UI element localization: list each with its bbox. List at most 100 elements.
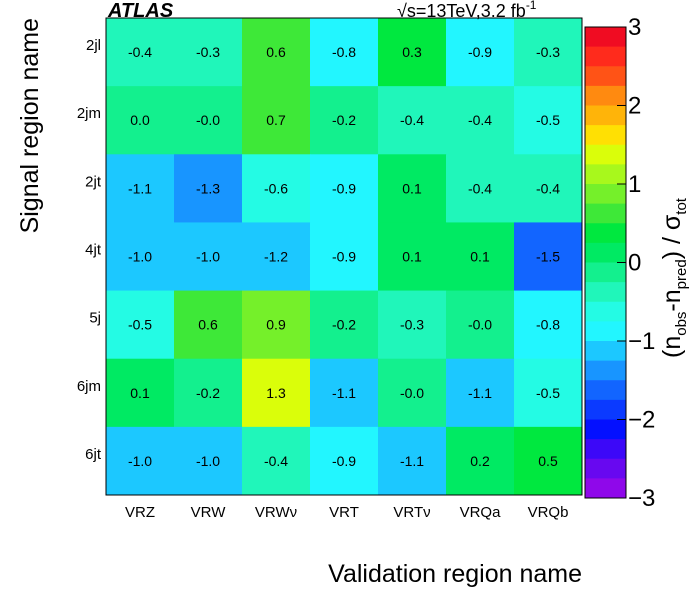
colorbar-segment	[585, 184, 626, 205]
heatmap-cell-2jm-VRWν	[242, 86, 311, 155]
heatmap-cell-4jt-VRW	[174, 222, 243, 292]
colorbar-segment	[585, 341, 626, 362]
colorbar-segment	[585, 46, 626, 67]
heatmap-cell-2jt-VRQb	[514, 154, 583, 223]
colorbar-segment	[585, 301, 626, 322]
cell-value-label: -0.4	[468, 180, 492, 196]
cell-value-label: 0.6	[198, 317, 218, 333]
cell-value-label: -0.9	[332, 453, 356, 469]
heatmap-cell-2jm-VRTν	[378, 86, 447, 155]
cell-value-label: -0.2	[332, 317, 356, 333]
cell-value-label: -0.4	[536, 180, 560, 196]
cell-value-label: -0.3	[196, 44, 220, 60]
x-tick-labels: VRZ VRW VRWν VRT VRTν VRQa VRQb	[125, 504, 568, 521]
heatmap-cell-5j-VRQa	[446, 290, 515, 360]
cell-value-label: 0.6	[266, 44, 286, 60]
x-axis-title: Validation region name	[328, 560, 582, 588]
cell-value-label: 0.1	[130, 385, 150, 401]
heatmap-cell-4jt-VRQa	[446, 222, 515, 292]
cell-value-label: -0.6	[264, 180, 288, 196]
colorbar-segment	[585, 380, 626, 401]
colorbar-tick-label: 0	[628, 250, 641, 277]
heatmap-cell-2jm-VRT	[310, 86, 379, 155]
heatmap-cell-6jm-VRWν	[242, 358, 311, 428]
cell-value-label: -0.5	[536, 112, 560, 128]
colorbar-segment	[585, 164, 626, 185]
cell-value-label: 0.9	[266, 317, 286, 333]
heatmap-cell-6jt-VRTν	[378, 426, 447, 496]
cell-value-label: 0.1	[402, 249, 422, 265]
heatmap-cell-2jm-VRW	[174, 86, 243, 155]
heatmap-cell-2jt-VRW	[174, 154, 243, 223]
colorbar-tick-label: −1	[628, 328, 655, 355]
heatmap-cell-2jt-VRTν	[378, 154, 447, 223]
heatmap-cell-2jl-VRWν	[242, 18, 311, 87]
y-tick-label: 5j	[89, 310, 101, 327]
colorbar-segment	[585, 125, 626, 146]
heatmap-cell-6jm-VRTν	[378, 358, 447, 428]
cell-value-label: -0.4	[264, 453, 288, 469]
heatmap-cell-6jt-VRZ	[106, 426, 175, 496]
cell-value-label: 0.2	[470, 453, 490, 469]
heatmap-cell-6jm-VRW	[174, 358, 243, 428]
colorbar-segment	[585, 360, 626, 381]
colorbar-segment	[585, 419, 626, 440]
cell-value-label: -1.1	[468, 385, 492, 401]
heatmap-cell-2jt-VRWν	[242, 154, 311, 223]
cell-value-label: -1.0	[128, 249, 152, 265]
colorbar-segment	[585, 399, 626, 420]
x-tick-label: VRTν	[393, 504, 430, 521]
cell-value-label: -0.8	[536, 317, 560, 333]
cell-value-label: -0.9	[468, 44, 492, 60]
heatmap-cell-6jt-VRQb	[514, 426, 583, 496]
cell-value-label: -0.3	[400, 317, 424, 333]
heatmap-cell-6jt-VRW	[174, 426, 243, 496]
cell-value-label: -0.4	[400, 112, 424, 128]
heatmap-cell-2jt-VRQa	[446, 154, 515, 223]
x-tick-label: VRW	[191, 504, 227, 521]
cell-value-label: -0.4	[128, 44, 152, 60]
cell-value-label: -0.0	[468, 317, 492, 333]
heatmap-cell-6jm-VRT	[310, 358, 379, 428]
heatmap-cell-2jm-VRQa	[446, 86, 515, 155]
heatmap-cell-6jm-VRQb	[514, 358, 583, 428]
colorbar-tick-label: −3	[628, 485, 655, 512]
y-tick-label: 6jt	[85, 446, 102, 463]
cell-value-label: -0.8	[332, 44, 356, 60]
heatmap-cell-2jl-VRT	[310, 18, 379, 87]
x-tick-label: VRWν	[255, 504, 297, 521]
heatmap-cells	[106, 18, 583, 496]
colorbar-segment	[585, 85, 626, 106]
cell-value-label: -0.2	[196, 385, 220, 401]
cell-value-label: -0.3	[536, 44, 560, 60]
heatmap-cell-6jm-VRZ	[106, 358, 175, 428]
cell-value-label: -1.2	[264, 249, 288, 265]
colorbar-segment	[585, 439, 626, 460]
energy-lumi-label: √s=13TeV,3.2 fb-1	[397, 0, 537, 21]
x-tick-label: VRT	[329, 504, 359, 521]
colorbar-segment	[585, 458, 626, 479]
cell-value-label: -0.5	[536, 385, 560, 401]
cell-value-label: -1.0	[196, 249, 220, 265]
x-tick-label: VRQb	[528, 504, 569, 521]
cell-value-label: -0.0	[400, 385, 424, 401]
colorbar-segment	[585, 144, 626, 165]
heatmap-cell-5j-VRW	[174, 290, 243, 360]
cell-value-label: 0.5	[538, 453, 558, 469]
colorbar-segment	[585, 478, 626, 499]
heatmap-cell-2jl-VRQb	[514, 18, 583, 87]
colorbar-segment	[585, 105, 626, 126]
heatmap-cell-2jl-VRTν	[378, 18, 447, 87]
cell-value-label: -1.0	[196, 453, 220, 469]
colorbar-segment	[585, 203, 626, 224]
heatmap-cell-5j-VRTν	[378, 290, 447, 360]
heatmap-cell-5j-VRZ	[106, 290, 175, 360]
atlas-label: ATLAS	[107, 0, 174, 22]
heatmap-cell-6jt-VRQa	[446, 426, 515, 496]
cell-value-label: -0.2	[332, 112, 356, 128]
colorbar-tick-labels: 3 2 1 0 −1 −2 −3	[617, 14, 655, 512]
cell-value-label: -1.1	[400, 453, 424, 469]
cell-value-label: -1.0	[128, 453, 152, 469]
colorbar-tick-label: 2	[628, 93, 641, 120]
